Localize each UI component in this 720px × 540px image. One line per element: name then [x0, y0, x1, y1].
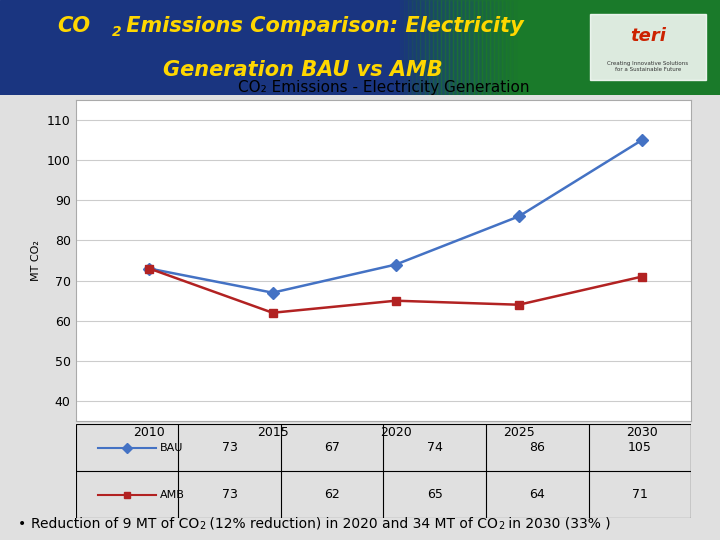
Text: 2: 2: [498, 521, 504, 531]
Bar: [428, 0, 433, 94]
Bar: [416, 0, 420, 94]
Bar: [506, 0, 510, 94]
Bar: [477, 0, 482, 94]
Bar: [404, 0, 408, 94]
Bar: [396, 0, 400, 94]
Bar: [425, 0, 428, 94]
Bar: [420, 0, 425, 94]
Text: AMB: AMB: [160, 490, 184, 500]
Bar: [433, 0, 437, 94]
Line: BAU: BAU: [145, 136, 646, 297]
Text: teri: teri: [630, 27, 666, 45]
Text: Reduction of 9 MT of CO: Reduction of 9 MT of CO: [31, 517, 199, 531]
BAU: [145, 265, 154, 272]
Text: 2: 2: [112, 25, 121, 39]
Bar: [482, 0, 486, 94]
Bar: [518, 0, 720, 94]
Text: (12% reduction) in 2020 and 34 MT of CO: (12% reduction) in 2020 and 34 MT of CO: [205, 517, 498, 531]
Bar: [449, 0, 453, 94]
Text: Emissions Comparison: Electricity: Emissions Comparison: Electricity: [119, 16, 523, 37]
Bar: [453, 0, 457, 94]
Bar: [486, 0, 490, 94]
Text: 65: 65: [427, 488, 443, 501]
Bar: [408, 0, 413, 94]
Bar: [510, 0, 514, 94]
Bar: [502, 0, 506, 94]
Line: AMB: AMB: [145, 265, 646, 317]
Text: •: •: [18, 517, 31, 531]
Bar: [465, 0, 469, 94]
Bar: [494, 0, 498, 94]
Bar: [462, 0, 465, 94]
Bar: [457, 0, 462, 94]
Bar: [474, 0, 477, 94]
Text: BAU: BAU: [160, 442, 183, 453]
Bar: [498, 0, 502, 94]
Bar: [445, 0, 449, 94]
AMB: [392, 298, 400, 304]
Bar: [590, 14, 706, 80]
Text: 71: 71: [632, 488, 648, 501]
Text: in 2030 (33% ): in 2030 (33% ): [504, 517, 611, 531]
AMB: [269, 309, 277, 316]
Text: 73: 73: [222, 488, 238, 501]
Bar: [514, 0, 518, 94]
Text: 74: 74: [427, 441, 443, 454]
Bar: [490, 0, 494, 94]
Text: CO: CO: [58, 16, 91, 37]
Text: 73: 73: [222, 441, 238, 454]
Text: 67: 67: [324, 441, 340, 454]
Bar: [469, 0, 474, 94]
Text: 86: 86: [529, 441, 545, 454]
Bar: [400, 0, 404, 94]
Title: CO₂ Emissions - Electricity Generation: CO₂ Emissions - Electricity Generation: [238, 79, 529, 94]
Bar: [441, 0, 445, 94]
Text: 62: 62: [324, 488, 340, 501]
Bar: [413, 0, 416, 94]
Text: 2: 2: [199, 521, 205, 531]
BAU: [392, 261, 400, 268]
Text: 105: 105: [628, 441, 652, 454]
AMB: [515, 301, 523, 308]
BAU: [638, 137, 647, 143]
Y-axis label: MT CO₂: MT CO₂: [31, 240, 41, 281]
BAU: [515, 213, 523, 220]
Bar: [437, 0, 441, 94]
Text: Generation BAU vs AMB: Generation BAU vs AMB: [163, 60, 442, 80]
BAU: [269, 289, 277, 296]
AMB: [145, 265, 154, 272]
Text: 64: 64: [529, 488, 545, 501]
Text: Creating Innovative Solutions
for a Sustainable Future: Creating Innovative Solutions for a Sust…: [608, 60, 688, 71]
AMB: [638, 273, 647, 280]
